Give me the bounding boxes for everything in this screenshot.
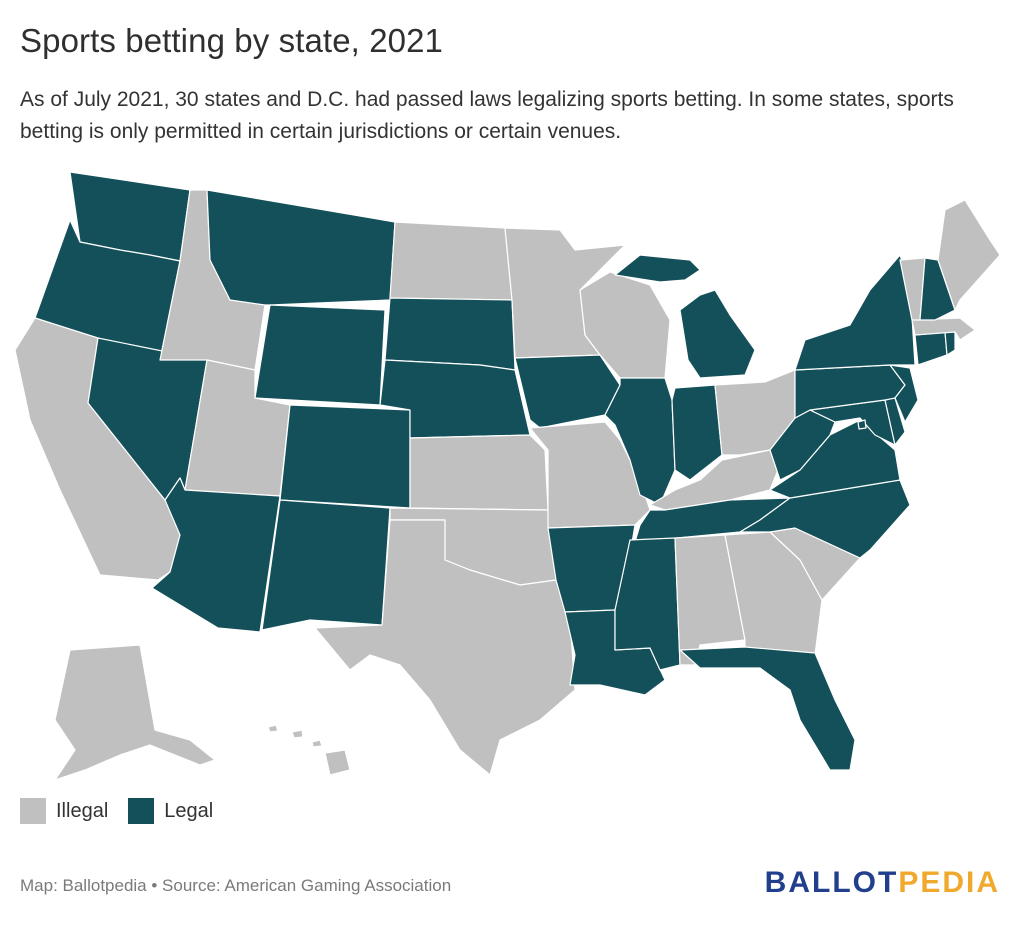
state-ma[interactable] [911, 317, 976, 341]
state-ks[interactable] [409, 434, 549, 511]
us-map [14, 171, 1001, 781]
ballotpedia-logo: BALLOTPEDIA [765, 866, 1000, 900]
page-subtitle: As of July 2021, 30 states and D.C. had … [20, 88, 954, 143]
state-fl[interactable] [679, 646, 856, 771]
state-ia[interactable] [514, 354, 621, 429]
state-co[interactable] [279, 404, 411, 509]
state-in[interactable] [671, 384, 723, 481]
state-wy[interactable] [254, 304, 386, 406]
legend: Illegal Legal [20, 798, 213, 824]
logo-part-pedia: PEDIA [898, 866, 1000, 899]
state-nj[interactable] [889, 364, 919, 423]
state-il[interactable] [604, 377, 676, 506]
state-me[interactable] [937, 199, 1001, 311]
state-ri[interactable] [944, 331, 956, 356]
state-tx[interactable] [314, 519, 576, 776]
state-ct[interactable] [914, 331, 948, 366]
source-credit: Map: Ballotpedia • Source: American Gami… [20, 876, 452, 895]
legend-item-illegal: Illegal [20, 798, 108, 824]
page-title: Sports betting by state, 2021 [20, 22, 444, 59]
state-nd[interactable] [389, 221, 513, 301]
state-mt[interactable] [206, 189, 396, 306]
legend-item-legal: Legal [128, 798, 213, 824]
state-nm[interactable] [261, 499, 391, 631]
state-az[interactable] [151, 477, 281, 633]
state-sd[interactable] [384, 297, 516, 371]
state-hi[interactable] [267, 724, 351, 776]
legend-swatch-illegal [20, 798, 46, 824]
state-dc[interactable] [857, 419, 867, 430]
state-ak[interactable] [54, 644, 216, 781]
state-ny[interactable] [794, 254, 916, 371]
legend-label-illegal: Illegal [56, 799, 109, 822]
state-mi[interactable] [614, 254, 756, 379]
legend-swatch-legal [128, 798, 155, 824]
state-nh[interactable] [919, 257, 956, 321]
logo-part-ballot: BALLOT [764, 866, 899, 899]
state-nc[interactable] [739, 479, 911, 559]
legend-label-legal: Legal [164, 799, 214, 822]
